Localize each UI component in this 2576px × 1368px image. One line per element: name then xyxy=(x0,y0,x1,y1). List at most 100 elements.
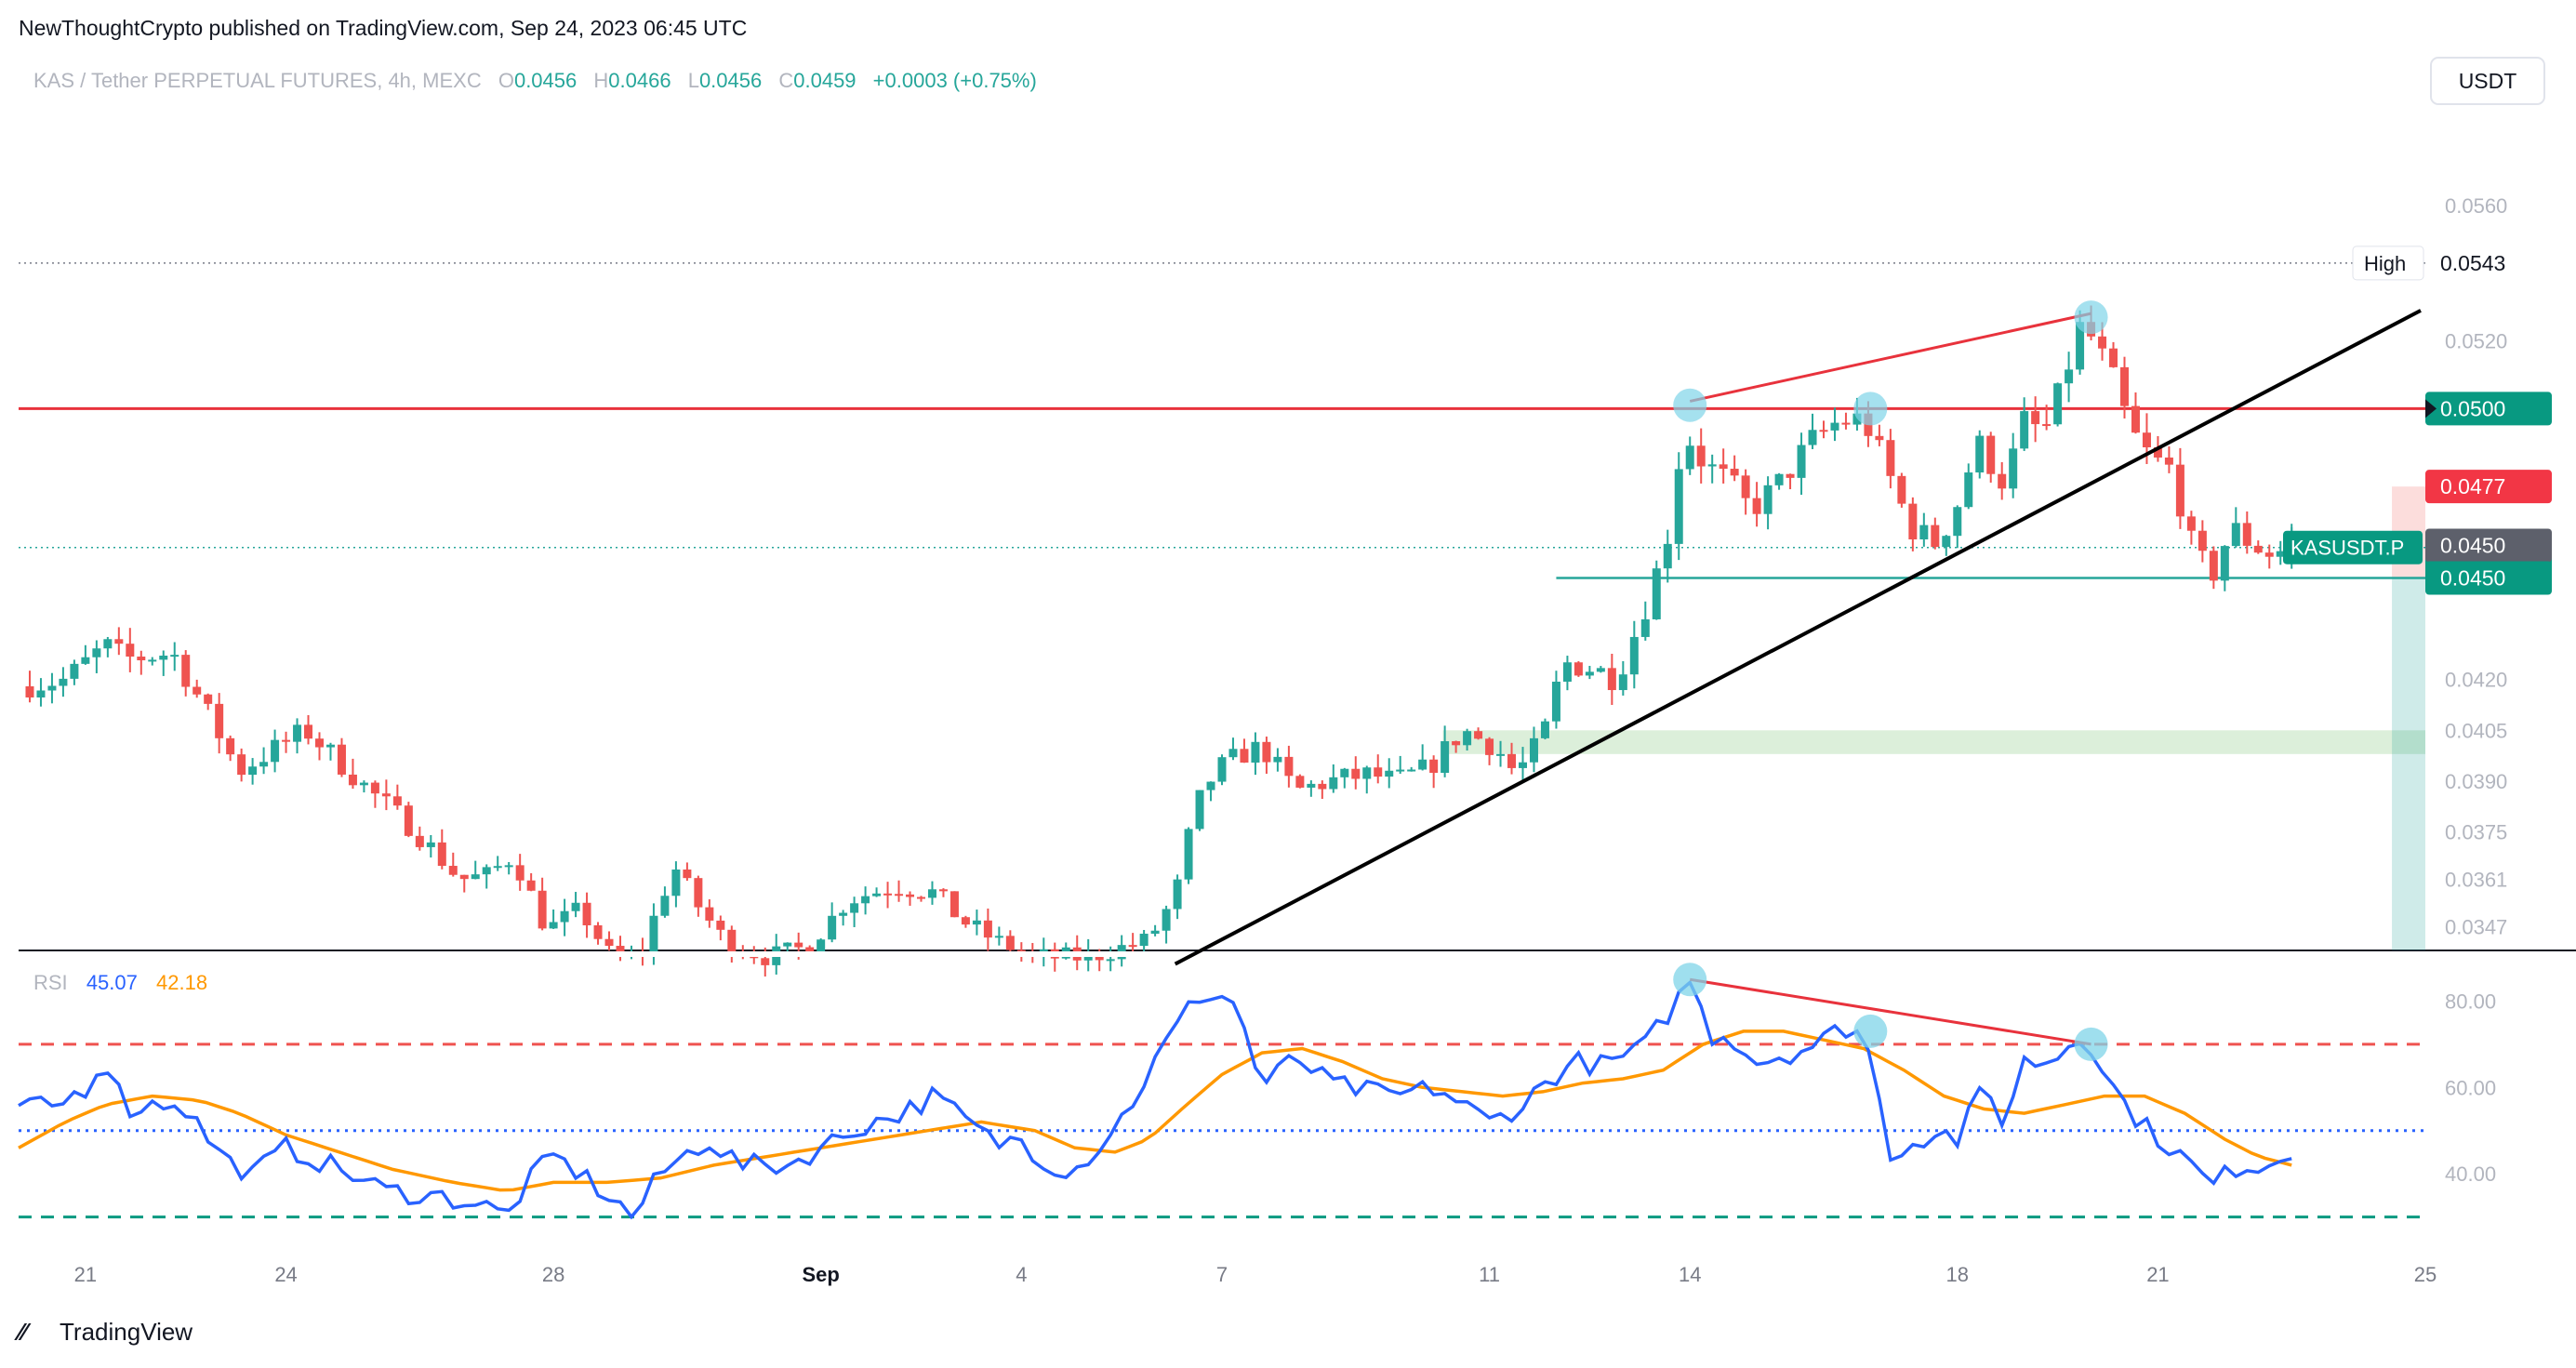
rsi-label: RSI xyxy=(33,971,68,994)
tradingview-branding[interactable]: ⁄⁄ TradingView xyxy=(14,1318,193,1346)
candle-body xyxy=(482,867,491,875)
candle xyxy=(2209,546,2218,590)
candle xyxy=(972,910,981,936)
candle-body xyxy=(103,639,113,649)
candle-body xyxy=(895,894,904,897)
candle xyxy=(159,650,168,676)
candle xyxy=(2020,397,2029,451)
candle xyxy=(2109,341,2118,368)
candle-body xyxy=(671,869,681,897)
candle xyxy=(2065,352,2074,403)
price-axis-tick: 0.0520 xyxy=(2445,330,2507,353)
candle-body xyxy=(560,910,569,923)
pivot-circle xyxy=(1853,392,1888,426)
candle xyxy=(883,882,893,909)
candle xyxy=(1295,774,1305,789)
candle xyxy=(1998,461,2007,500)
price-axis-tick: 0.0375 xyxy=(2445,821,2507,844)
candle xyxy=(1206,781,1215,802)
candles xyxy=(25,305,2296,977)
candle xyxy=(671,861,681,908)
candle xyxy=(949,891,959,918)
candle-body xyxy=(839,912,848,916)
candle xyxy=(2009,432,2018,498)
candle-body xyxy=(2264,552,2274,557)
candle-body xyxy=(1830,422,1839,431)
candle xyxy=(1329,764,1338,793)
candle xyxy=(1407,766,1416,772)
candle-body xyxy=(716,920,725,930)
candle-body xyxy=(1741,475,1750,498)
candle-body xyxy=(1519,762,1527,768)
legend-change: +0.0003 (+0.75%) xyxy=(873,69,1037,92)
candle-body xyxy=(1351,768,1361,779)
candle-body xyxy=(1184,829,1193,880)
candle xyxy=(2120,356,2129,418)
candle xyxy=(1808,413,1817,449)
demand-zone xyxy=(1442,730,2425,754)
candle xyxy=(938,888,948,897)
candle xyxy=(315,732,324,761)
candle-body xyxy=(370,782,379,794)
candle xyxy=(226,735,235,762)
candle-body xyxy=(315,738,324,748)
candle xyxy=(1284,745,1294,788)
symbol-tag-bg xyxy=(2283,530,2423,564)
candle xyxy=(1441,725,1450,777)
candle xyxy=(359,780,368,793)
candle xyxy=(694,875,703,917)
candle xyxy=(293,718,302,754)
candle-body xyxy=(927,889,936,898)
candle xyxy=(1585,666,1594,680)
candle-body xyxy=(392,796,402,806)
currency-button[interactable]: USDT xyxy=(2430,57,2545,105)
candle xyxy=(1707,454,1717,484)
candle xyxy=(1351,756,1361,790)
candle-body xyxy=(2053,383,2063,425)
candle-body xyxy=(705,907,714,921)
price-axis-tick: 0.0560 xyxy=(2445,194,2507,218)
candle-body xyxy=(2142,432,2151,447)
candle xyxy=(526,872,536,892)
legend-high-label: H xyxy=(593,69,608,92)
candle xyxy=(593,922,603,945)
candle xyxy=(1485,737,1494,765)
candle xyxy=(348,758,357,790)
legend-close-label: C xyxy=(778,69,793,92)
candle xyxy=(1640,601,1650,641)
candle xyxy=(1340,767,1349,789)
legend-symbol: KAS / Tether PERPETUAL FUTURES, 4h, MEXC xyxy=(33,69,482,92)
price-divergence-line xyxy=(1689,312,2091,403)
candle-body xyxy=(1763,485,1773,514)
candle-body xyxy=(493,866,502,869)
candle-body xyxy=(1429,759,1439,774)
legend-low-value: 0.0456 xyxy=(699,69,762,92)
currency-button-label: USDT xyxy=(2459,69,2517,93)
candle-body xyxy=(938,889,948,892)
candle xyxy=(2042,405,2052,431)
candle xyxy=(515,854,524,891)
candle xyxy=(337,737,346,777)
candle-body xyxy=(25,686,34,697)
candle-body xyxy=(1273,756,1282,763)
candle xyxy=(459,874,469,893)
candle xyxy=(2053,382,2063,427)
resistance-price-tag: 0.0500 xyxy=(2440,396,2505,420)
candle-body xyxy=(2276,551,2285,557)
candle xyxy=(148,657,157,666)
candle xyxy=(81,644,90,665)
candle xyxy=(828,902,837,943)
candle-body xyxy=(271,739,280,763)
candle xyxy=(193,679,202,698)
candle-body xyxy=(1875,435,1884,441)
legend: KAS / Tether PERPETUAL FUTURES, 4h, MEXC… xyxy=(33,69,1037,92)
candle-body xyxy=(36,690,46,697)
candle-body xyxy=(794,942,803,948)
candle-body xyxy=(1128,945,1137,948)
time-axis-tick: 14 xyxy=(1679,1263,1701,1286)
candle-body xyxy=(193,686,202,695)
rsi-pivot-circle xyxy=(1673,963,1707,997)
candle xyxy=(2186,511,2196,545)
candle-body xyxy=(282,739,291,742)
candle-body xyxy=(805,947,815,954)
